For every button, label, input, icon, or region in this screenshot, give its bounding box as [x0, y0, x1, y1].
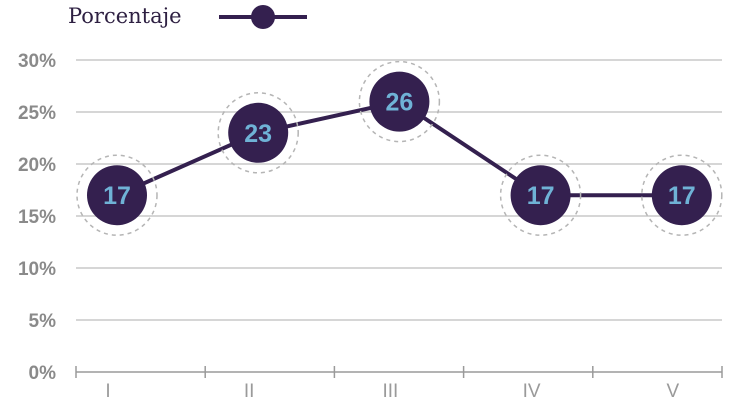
- data-point-marker: [651, 165, 712, 226]
- legend-marker-swatch: [251, 5, 275, 29]
- data-point-halo: [76, 154, 158, 236]
- data-label: 26: [385, 89, 413, 117]
- data-label: 23: [244, 120, 272, 148]
- y-tick-label: 10%: [18, 259, 56, 280]
- y-tick-label: 5%: [29, 311, 57, 332]
- data-point-halo: [358, 60, 441, 143]
- data-label: 17: [103, 182, 131, 210]
- y-tick-label: 30%: [18, 51, 56, 72]
- data-point-marker: [369, 71, 430, 132]
- x-category-label: IV: [523, 381, 541, 402]
- legend-label: Porcentaje: [68, 4, 182, 28]
- x-category-label: II: [244, 381, 255, 402]
- x-category-label: V: [666, 381, 679, 402]
- data-point-halo: [217, 92, 299, 174]
- legend: Porcentaje: [68, 4, 307, 29]
- data-label: 17: [668, 182, 696, 210]
- x-category-label: I: [105, 381, 110, 402]
- y-tick-label: 25%: [18, 103, 56, 124]
- x-category-label: III: [382, 381, 398, 402]
- data-point-marker: [228, 102, 289, 163]
- data-label: 17: [527, 182, 555, 210]
- y-tick-label: 20%: [18, 155, 56, 176]
- series-porcentaje: 17 23 26 17 17: [76, 60, 723, 236]
- data-point-halo: [499, 154, 582, 236]
- y-tick-label: 0%: [29, 363, 57, 384]
- y-tick-label: 15%: [18, 207, 56, 228]
- y-axis-tick-labels: 0% 5% 10% 15% 20% 25% 30%: [18, 51, 56, 384]
- data-point-halo: [641, 154, 723, 236]
- x-axis: I II III IV V: [75, 366, 723, 402]
- data-point-marker: [87, 165, 147, 226]
- data-point-marker: [510, 165, 571, 226]
